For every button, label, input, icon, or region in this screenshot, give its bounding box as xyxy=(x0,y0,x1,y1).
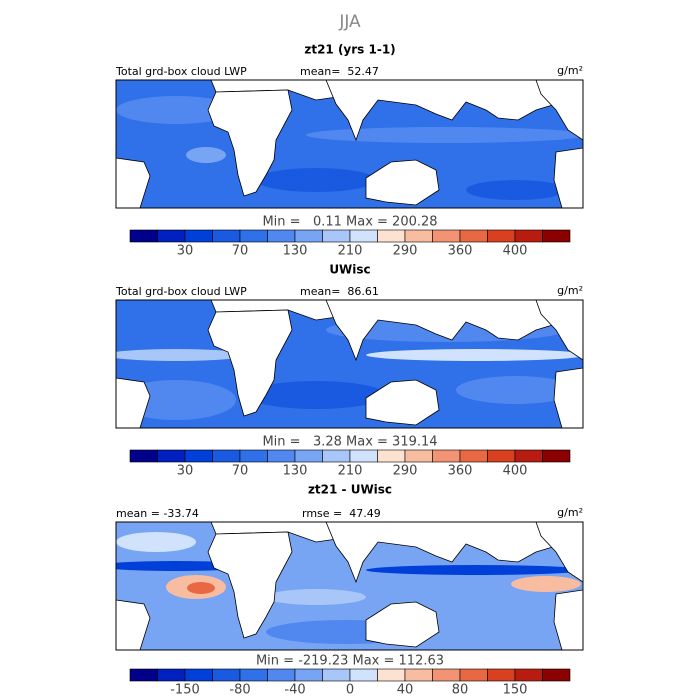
colorbar-swatch xyxy=(542,229,571,243)
field-label: Total grd-box cloud LWP xyxy=(115,285,247,298)
colorbar-swatch xyxy=(377,449,406,463)
panel-title: zt21 (yrs 1-1) xyxy=(304,43,395,57)
colorbar-swatch xyxy=(212,668,241,682)
colorbar-swatch xyxy=(459,668,488,682)
colorbar-swatch xyxy=(404,668,433,682)
colorbar-swatch xyxy=(267,668,296,682)
colorbar-tick-label: -150 xyxy=(170,683,200,698)
colorbar-swatch xyxy=(239,449,268,463)
colorbar-swatch xyxy=(542,668,571,682)
colorbar-swatch xyxy=(157,229,186,243)
range-label: Min = -219.23 Max = 112.63 xyxy=(256,654,444,669)
colorbar-swatch xyxy=(322,668,351,682)
colorbar-tick-label: 150 xyxy=(503,683,528,698)
colorbar-tick-label: 70 xyxy=(232,464,249,479)
colorbar-swatch xyxy=(322,449,351,463)
colorbar-swatch xyxy=(184,449,213,463)
colorbar-swatch xyxy=(432,229,461,243)
colorbar-swatch xyxy=(487,449,516,463)
colorbar-swatch xyxy=(432,668,461,682)
colorbar-swatch xyxy=(404,449,433,463)
colorbar-swatch xyxy=(239,668,268,682)
colorbar-tick-label: 400 xyxy=(503,464,528,479)
colorbar-tick-label: -40 xyxy=(284,683,305,698)
colorbar-swatch xyxy=(212,449,241,463)
colorbar-swatch xyxy=(294,668,323,682)
range-label: Min = 3.28 Max = 319.14 xyxy=(262,435,437,450)
colorbar-swatch xyxy=(267,449,296,463)
colorbar-swatch xyxy=(184,668,213,682)
colorbar-swatch xyxy=(487,229,516,243)
colorbar-swatch xyxy=(349,449,378,463)
colorbar-swatch xyxy=(129,449,158,463)
colorbar-swatch xyxy=(377,229,406,243)
units-label: g/m² xyxy=(557,284,583,297)
colorbar-swatch xyxy=(349,668,378,682)
colorbar-swatch xyxy=(514,449,543,463)
colorbar-swatch xyxy=(184,229,213,243)
colorbar-swatch xyxy=(157,668,186,682)
colorbar-tick-label: 130 xyxy=(283,464,308,479)
colorbar-swatch xyxy=(129,229,158,243)
colorbar-swatch xyxy=(542,449,571,463)
colorbar-swatch xyxy=(377,668,406,682)
colorbar-swatch xyxy=(239,229,268,243)
colorbar-swatch xyxy=(267,229,296,243)
colorbar-tick-label: 0 xyxy=(346,683,354,698)
map xyxy=(115,79,584,209)
colorbar-tick-label: 210 xyxy=(338,464,363,479)
colorbar-swatch xyxy=(459,229,488,243)
colorbar-swatch xyxy=(432,449,461,463)
colorbar-tick-label: 40 xyxy=(397,683,414,698)
colorbar-tick-label: 30 xyxy=(177,244,194,259)
colorbar-swatch xyxy=(294,449,323,463)
colorbar-swatch xyxy=(212,229,241,243)
colorbar-tick-label: 360 xyxy=(448,244,473,259)
colorbar-swatch xyxy=(294,229,323,243)
colorbar-swatch xyxy=(129,668,158,682)
colorbar-swatch xyxy=(322,229,351,243)
stat-label: mean= 52.47 xyxy=(300,65,379,78)
colorbar-swatch xyxy=(459,449,488,463)
colorbar-swatch xyxy=(349,229,378,243)
colorbar-tick-label: 290 xyxy=(393,244,418,259)
range-label: Min = 0.11 Max = 200.28 xyxy=(262,215,437,230)
colorbar-tick-label: 400 xyxy=(503,244,528,259)
colorbar-swatch xyxy=(487,668,516,682)
field-label: mean = -33.74 xyxy=(116,507,199,520)
field-label: Total grd-box cloud LWP xyxy=(115,65,247,78)
panel-title: UWisc xyxy=(329,263,370,277)
map xyxy=(115,521,584,651)
colorbar-tick-label: 70 xyxy=(232,244,249,259)
colorbar-swatch xyxy=(514,229,543,243)
colorbar-tick-label: 80 xyxy=(452,683,469,698)
colorbar-tick-label: 360 xyxy=(448,464,473,479)
colorbar-swatch xyxy=(404,229,433,243)
panel-title: zt21 - UWisc xyxy=(308,483,392,497)
stat-label: rmse = 47.49 xyxy=(302,507,381,520)
figure-title: JJA xyxy=(338,12,361,32)
colorbar-tick-label: -80 xyxy=(229,683,250,698)
colorbar-swatch xyxy=(514,668,543,682)
units-label: g/m² xyxy=(557,506,583,519)
colorbar-swatch xyxy=(157,449,186,463)
colorbar-tick-label: 210 xyxy=(338,244,363,259)
colorbar-tick-label: 130 xyxy=(283,244,308,259)
colorbar-tick-label: 30 xyxy=(177,464,194,479)
map xyxy=(115,299,584,429)
stat-label: mean= 86.61 xyxy=(300,285,379,298)
units-label: g/m² xyxy=(557,64,583,77)
colorbar-tick-label: 290 xyxy=(393,464,418,479)
